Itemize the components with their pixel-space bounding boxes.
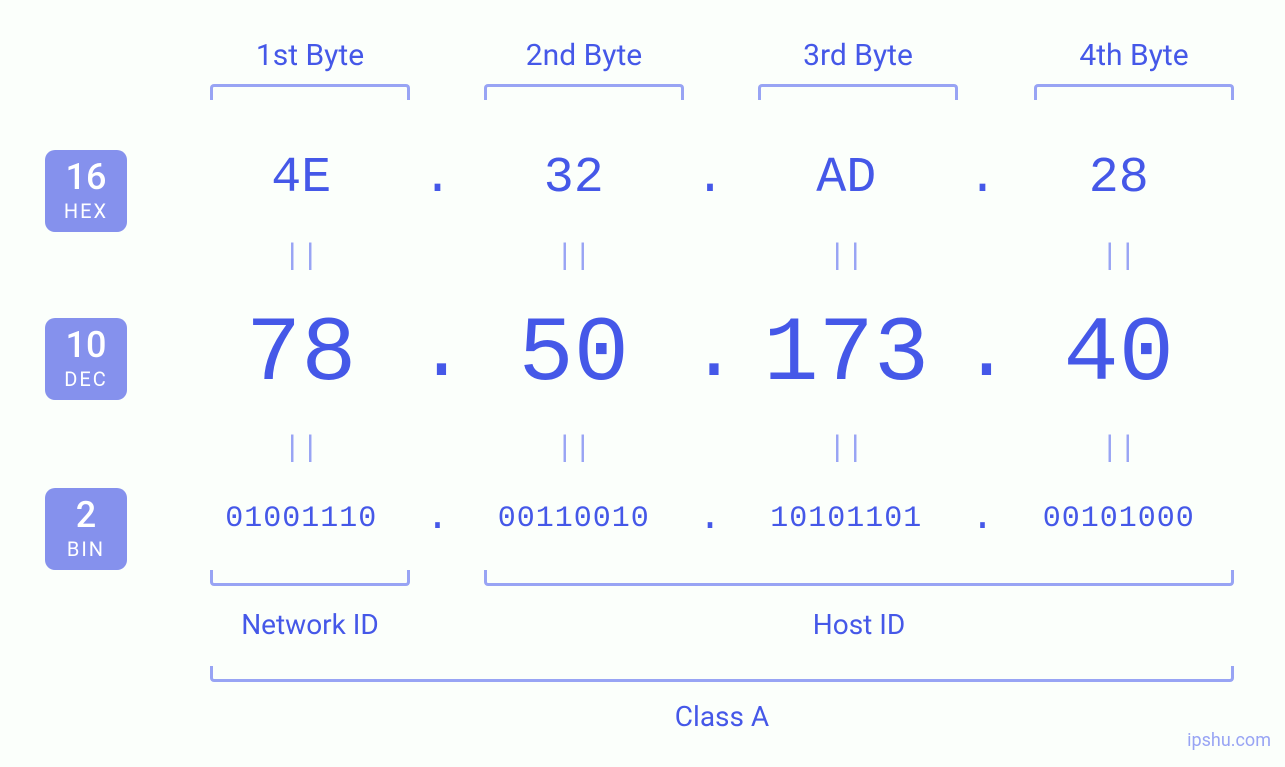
badge-hex-name: HEX (45, 200, 127, 222)
eq-7: || (730, 432, 963, 466)
badge-dec: 10 DEC (45, 318, 127, 400)
hex-dot-2: . (690, 150, 730, 207)
bin-dot-3: . (963, 496, 1003, 541)
eq-5: || (185, 432, 418, 466)
eq-4: || (1003, 240, 1236, 274)
bin-byte-1: 01001110 (185, 502, 418, 536)
eq-1: || (185, 240, 418, 274)
byte-bracket-1 (210, 84, 410, 100)
dec-dot-3: . (963, 309, 1003, 400)
eq-6: || (458, 432, 691, 466)
byte-bracket-3 (758, 84, 958, 100)
dec-byte-1: 78 (185, 302, 418, 407)
badge-dec-base: 10 (45, 326, 127, 366)
network-id-label: Network ID (210, 608, 410, 641)
badge-dec-name: DEC (45, 368, 127, 390)
hex-dot-1: . (418, 150, 458, 207)
dec-byte-3: 173 (730, 302, 963, 407)
badge-bin-base: 2 (45, 496, 127, 536)
dec-byte-2: 50 (458, 302, 691, 407)
bin-dot-2: . (690, 496, 730, 541)
host-id-bracket (484, 570, 1234, 586)
hex-byte-3: AD (730, 150, 963, 207)
eq-8: || (1003, 432, 1236, 466)
dec-dot-1: . (418, 309, 458, 400)
byte-bracket-4 (1034, 84, 1234, 100)
dec-dot-2: . (690, 309, 730, 400)
byte-bracket-2 (484, 84, 684, 100)
bin-dot-1: . (418, 496, 458, 541)
eq-2: || (458, 240, 691, 274)
hex-byte-4: 28 (1003, 150, 1236, 207)
byte-label-4: 4th Byte (1034, 38, 1234, 73)
byte-label-1: 1st Byte (210, 38, 410, 73)
class-bracket (210, 666, 1234, 682)
hex-byte-1: 4E (185, 150, 418, 207)
hex-dot-3: . (963, 150, 1003, 207)
host-id-label: Host ID (484, 608, 1234, 641)
eq-3: || (730, 240, 963, 274)
ip-representation-diagram: 1st Byte 2nd Byte 3rd Byte 4th Byte 16 H… (0, 0, 1285, 767)
badge-hex: 16 HEX (45, 150, 127, 232)
equals-row-dec-bin: || || || || (185, 432, 1235, 466)
dec-byte-4: 40 (1003, 302, 1236, 407)
byte-label-2: 2nd Byte (484, 38, 684, 73)
bin-byte-2: 00110010 (458, 502, 691, 536)
bin-row: 01001110 . 00110010 . 10101101 . 0010100… (185, 496, 1235, 541)
bin-byte-3: 10101101 (730, 502, 963, 536)
badge-bin: 2 BIN (45, 488, 127, 570)
watermark: ipshu.com (1187, 730, 1271, 751)
equals-row-hex-dec: || || || || (185, 240, 1235, 274)
badge-hex-base: 16 (45, 158, 127, 198)
hex-row: 4E . 32 . AD . 28 (185, 150, 1235, 207)
byte-label-3: 3rd Byte (758, 38, 958, 73)
badge-bin-name: BIN (45, 538, 127, 560)
bin-byte-4: 00101000 (1003, 502, 1236, 536)
hex-byte-2: 32 (458, 150, 691, 207)
class-label: Class A (210, 700, 1234, 733)
network-id-bracket (210, 570, 410, 586)
dec-row: 78 . 50 . 173 . 40 (185, 302, 1235, 407)
